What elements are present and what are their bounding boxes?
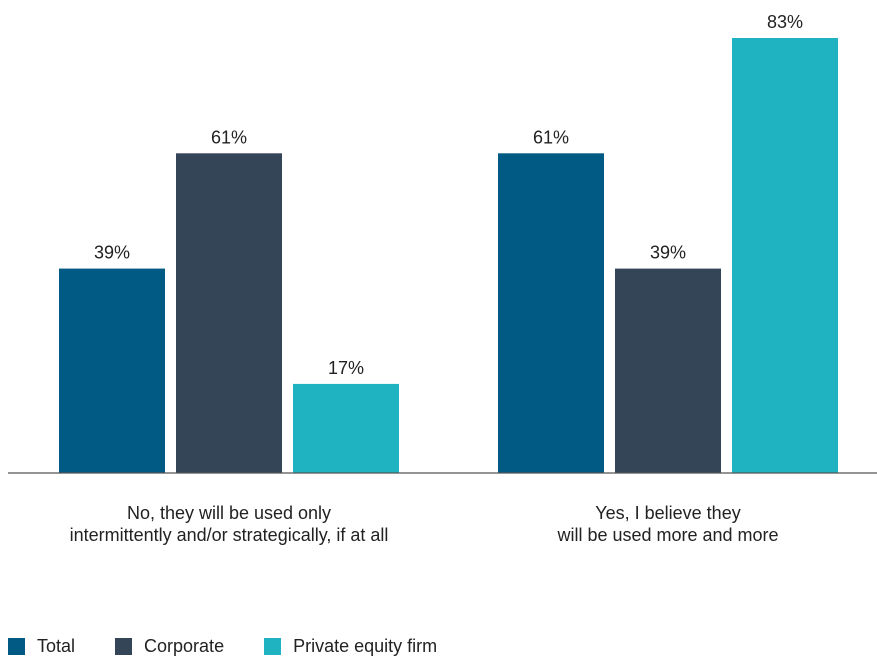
data-label-corporate-no: 61%	[211, 127, 247, 147]
bar-chart: 39% 61% 61% 39% 17% 83%	[8, 12, 877, 474]
legend-label-private-equity: Private equity firm	[293, 636, 438, 656]
legend-item-corporate: Corporate	[115, 636, 224, 656]
data-label-total-yes: 61%	[533, 127, 569, 147]
legend-swatch-total	[8, 637, 25, 655]
category-label-yes-line-1: Yes, I believe they	[595, 503, 741, 523]
legend-swatch-private-equity	[264, 637, 282, 655]
legend-label-total: Total	[37, 636, 76, 656]
bar-private-equity-no	[293, 383, 399, 473]
data-label-private-equity-no: 17%	[328, 358, 364, 378]
legend-swatch-corporate	[115, 637, 133, 655]
legend-item-private-equity: Private equity firm	[264, 636, 437, 656]
data-label-private-equity-yes: 83%	[767, 12, 803, 32]
bar-total-no	[59, 268, 165, 473]
category-label-yes-line-2: will be used more and more	[557, 525, 779, 545]
bar-total-yes	[498, 153, 604, 473]
category-label-no-line-2: intermittently and/or strategically, if …	[69, 525, 389, 545]
legend-item-total: Total	[8, 636, 75, 656]
category-label-no-line-1: No, they will be used only	[126, 503, 332, 523]
bars	[59, 38, 838, 473]
category-label-yes: Yes, I believe they will be used more an…	[557, 502, 778, 546]
legend-label-corporate: Corporate	[144, 636, 225, 656]
data-label-total-no: 39%	[94, 243, 130, 263]
data-labels: 39% 61% 61% 39% 17% 83%	[94, 12, 803, 378]
category-label-no: No, they will be used only intermittentl…	[70, 502, 389, 546]
bar-private-equity-yes	[732, 38, 838, 473]
bar-corporate-yes	[615, 268, 721, 473]
legend: Total Corporate Private equity firm	[8, 636, 477, 656]
bar-corporate-no	[176, 153, 282, 473]
data-label-corporate-yes: 39%	[650, 243, 686, 263]
